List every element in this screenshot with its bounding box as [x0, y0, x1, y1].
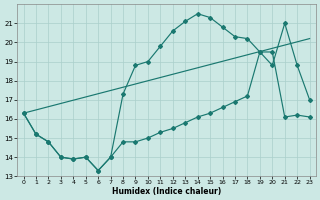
X-axis label: Humidex (Indice chaleur): Humidex (Indice chaleur) — [112, 187, 221, 196]
